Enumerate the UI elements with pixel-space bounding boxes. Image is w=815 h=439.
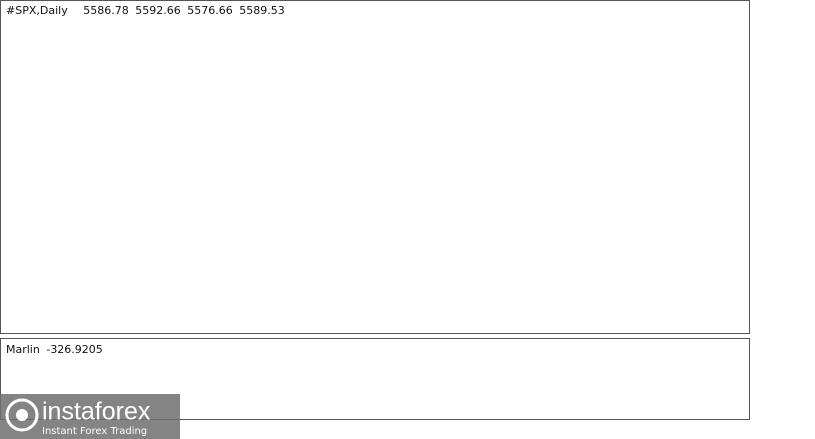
main-pane bbox=[0, 0, 750, 334]
watermark: instaforex Instant Forex Trading bbox=[0, 394, 180, 439]
indicator-pane bbox=[0, 338, 750, 420]
chart-header: #SPX,Daily 5586.78 5592.66 5576.66 5589.… bbox=[6, 4, 285, 17]
watermark-brand: instaforex bbox=[42, 398, 151, 426]
close-value: 5589.53 bbox=[239, 4, 285, 17]
indicator-name: Marlin bbox=[6, 343, 40, 356]
watermark-slogan: Instant Forex Trading bbox=[42, 426, 147, 437]
indicator-header: Marlin -326.9205 bbox=[6, 343, 103, 356]
open-value: 5586.78 bbox=[83, 4, 129, 17]
watermark-logo bbox=[5, 398, 39, 432]
indicator-value: -326.9205 bbox=[46, 343, 102, 356]
watermark-logo-dot bbox=[16, 409, 28, 421]
high-value: 5592.66 bbox=[135, 4, 181, 17]
chart-title: #SPX,Daily bbox=[6, 4, 68, 17]
low-value: 5576.66 bbox=[187, 4, 233, 17]
